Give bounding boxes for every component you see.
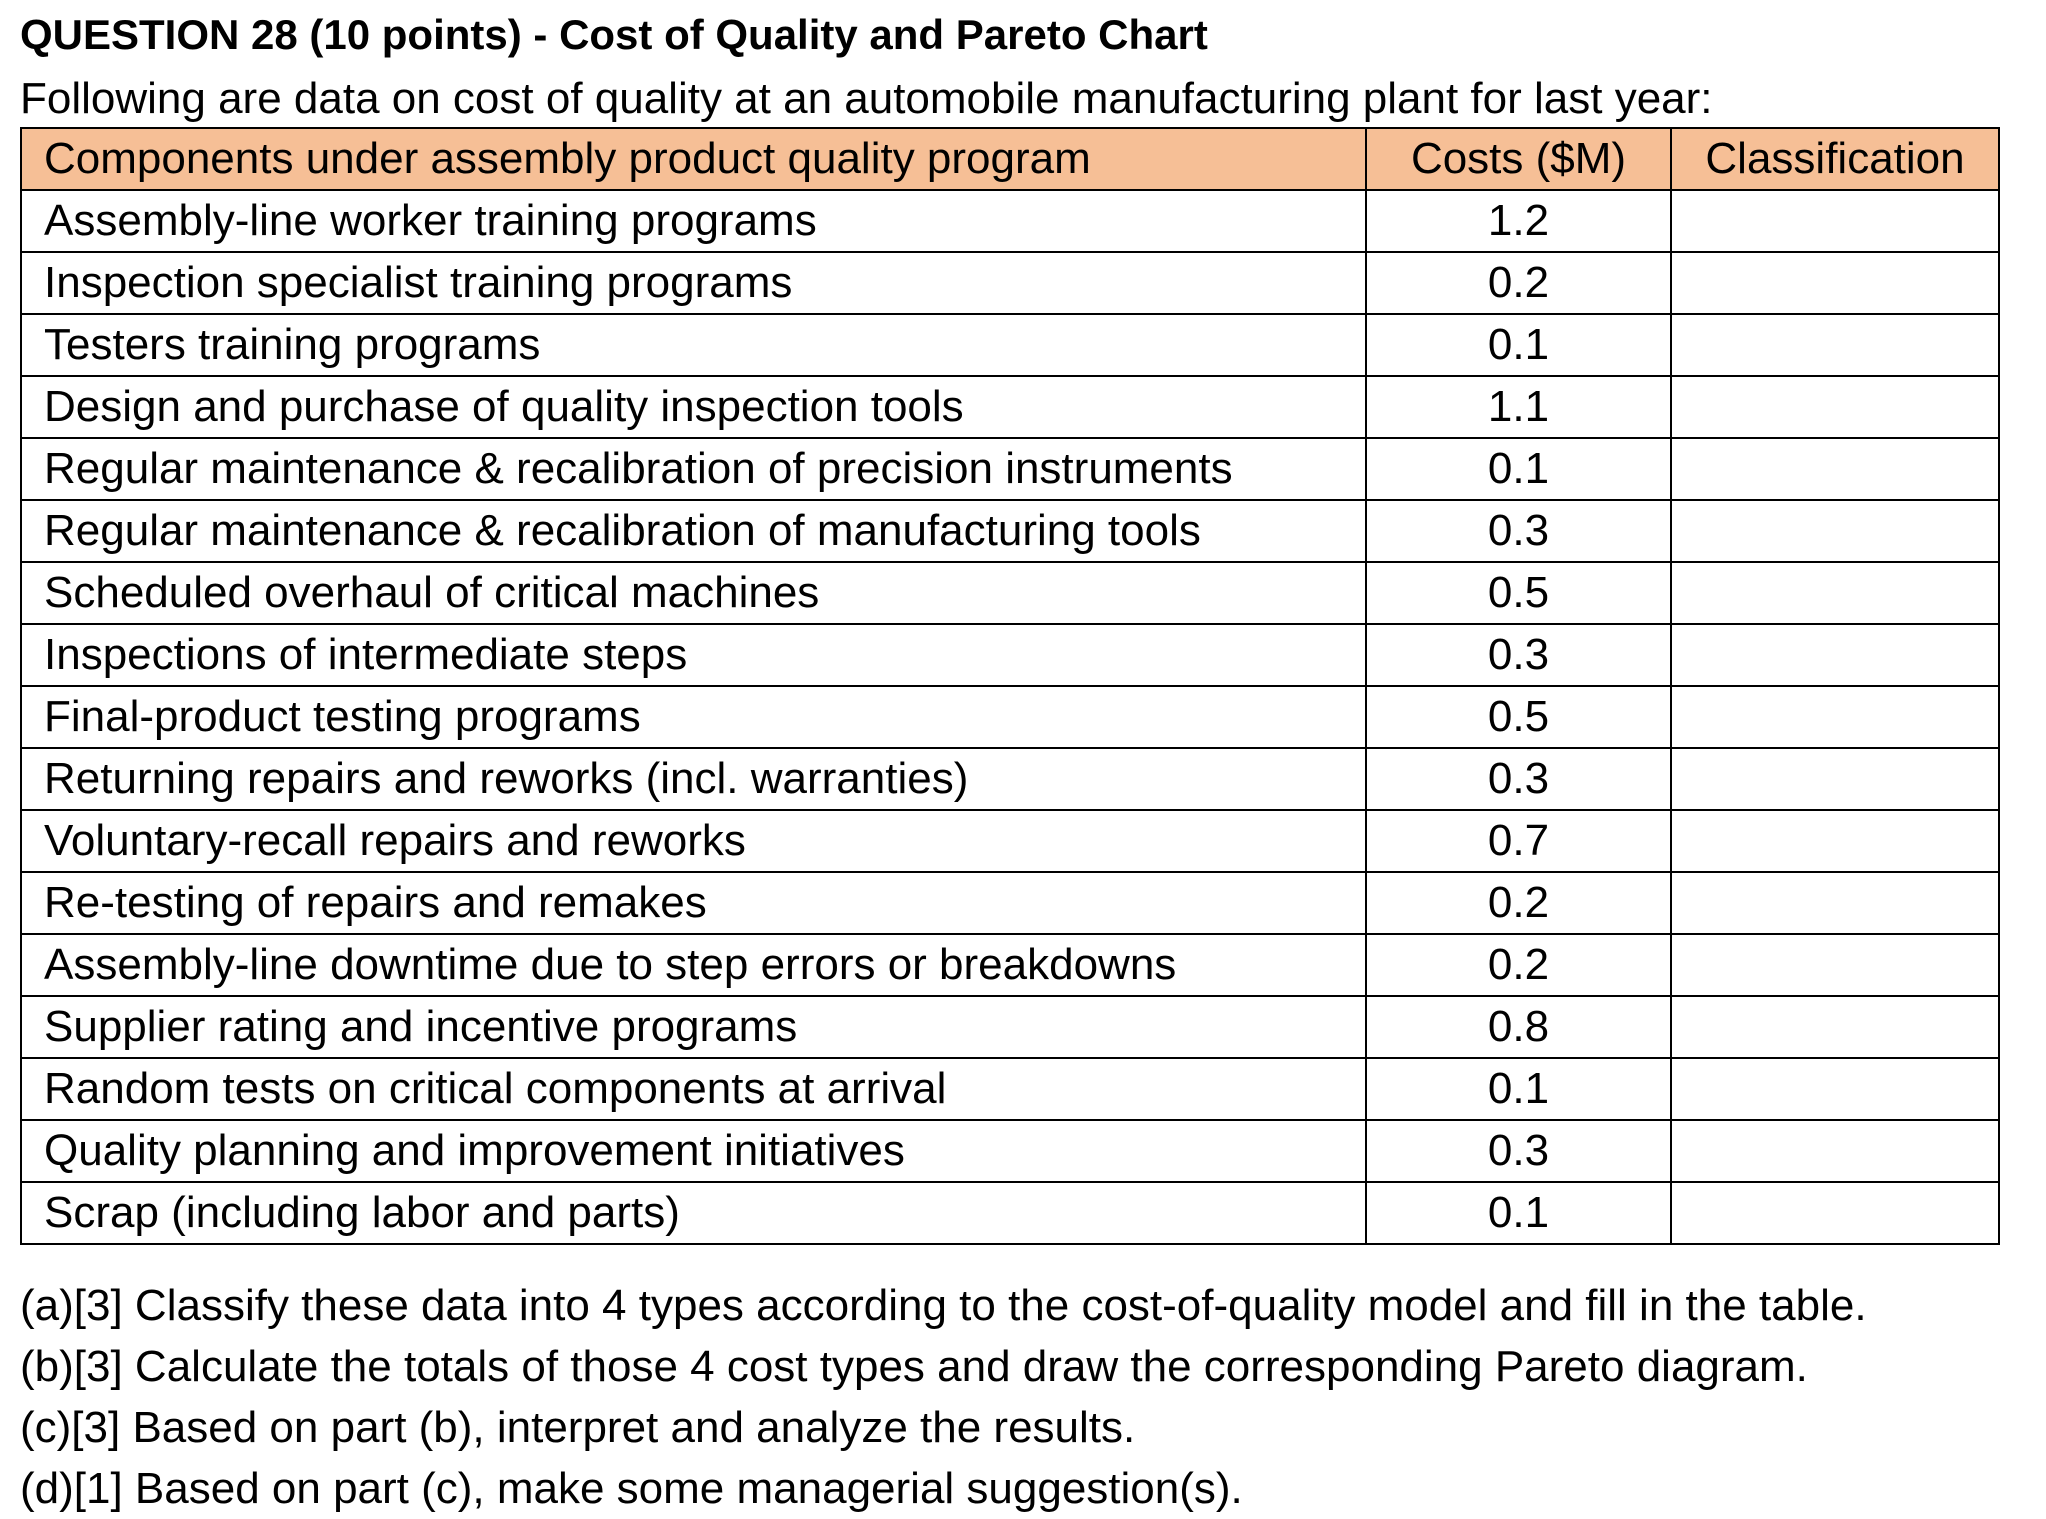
cost-cell: 0.2: [1365, 871, 1672, 935]
component-cell: Assembly-line worker training programs: [20, 189, 1367, 253]
cost-cell: 0.3: [1365, 623, 1672, 687]
component-cell: Quality planning and improvement initiat…: [20, 1119, 1367, 1183]
cost-cell: 0.5: [1365, 685, 1672, 749]
intro-text: Following are data on cost of quality at…: [20, 74, 1713, 123]
classification-cell[interactable]: [1670, 313, 2000, 377]
table-row: Quality planning and improvement initiat…: [20, 1119, 2000, 1183]
cost-cell: 0.1: [1365, 1181, 1672, 1245]
component-cell: Returning repairs and reworks (incl. war…: [20, 747, 1367, 811]
header-costs: Costs ($M): [1365, 127, 1672, 191]
table-row: Design and purchase of quality inspectio…: [20, 375, 2000, 439]
table-row: Assembly-line downtime due to step error…: [20, 933, 2000, 997]
classification-cell[interactable]: [1670, 1181, 2000, 1245]
classification-cell[interactable]: [1670, 561, 2000, 625]
classification-cell[interactable]: [1670, 437, 2000, 501]
classification-cell[interactable]: [1670, 933, 2000, 997]
classification-cell[interactable]: [1670, 1057, 2000, 1121]
question-part-c: (c)[3] Based on part (b), interpret and …: [20, 1403, 1136, 1452]
component-cell: Voluntary-recall repairs and reworks: [20, 809, 1367, 873]
classification-cell[interactable]: [1670, 685, 2000, 749]
header-components: Components under assembly product qualit…: [20, 127, 1367, 191]
table-row: Regular maintenance & recalibration of p…: [20, 437, 2000, 501]
component-cell: Assembly-line downtime due to step error…: [20, 933, 1367, 997]
question-part-b: (b)[3] Calculate the totals of those 4 c…: [20, 1342, 1808, 1391]
classification-cell[interactable]: [1670, 623, 2000, 687]
table-row: Re-testing of repairs and remakes 0.2: [20, 871, 2000, 935]
question-title: QUESTION 28 (10 points) - Cost of Qualit…: [20, 11, 1208, 58]
table-row: Scheduled overhaul of critical machines 0…: [20, 561, 2000, 625]
component-cell: Inspections of intermediate steps: [20, 623, 1367, 687]
question-parts: (a)[3] Classify these data into 4 types …: [20, 1275, 1867, 1519]
component-cell: Re-testing of repairs and remakes: [20, 871, 1367, 935]
table-row: Voluntary-recall repairs and reworks 0.7: [20, 809, 2000, 873]
cost-cell: 0.5: [1365, 561, 1672, 625]
header-classification: Classification: [1670, 127, 2000, 191]
classification-cell[interactable]: [1670, 809, 2000, 873]
table-header-row: Components under assembly product qualit…: [20, 127, 2000, 191]
cost-cell: 0.3: [1365, 1119, 1672, 1183]
cost-cell: 0.8: [1365, 995, 1672, 1059]
table-row: Scrap (including labor and parts) 0.1: [20, 1181, 2000, 1245]
component-cell: Supplier rating and incentive programs: [20, 995, 1367, 1059]
table-row: Final-product testing programs 0.5: [20, 685, 2000, 749]
table-row: Testers training programs 0.1: [20, 313, 2000, 377]
cost-cell: 1.1: [1365, 375, 1672, 439]
component-cell: Design and purchase of quality inspectio…: [20, 375, 1367, 439]
component-cell: Random tests on critical components at a…: [20, 1057, 1367, 1121]
cost-cell: 0.2: [1365, 933, 1672, 997]
question-part-d: (d)[1] Based on part (c), make some mana…: [20, 1464, 1243, 1513]
cost-cell: 0.2: [1365, 251, 1672, 315]
component-cell: Scrap (including labor and parts): [20, 1181, 1367, 1245]
classification-cell[interactable]: [1670, 375, 2000, 439]
cost-cell: 0.3: [1365, 747, 1672, 811]
component-cell: Scheduled overhaul of critical machines: [20, 561, 1367, 625]
component-cell: Final-product testing programs: [20, 685, 1367, 749]
table-row: Inspection specialist training programs 0…: [20, 251, 2000, 315]
cost-cell: 0.1: [1365, 1057, 1672, 1121]
cost-cell: 1.2: [1365, 189, 1672, 253]
table-row: Regular maintenance & recalibration of m…: [20, 499, 2000, 563]
classification-cell[interactable]: [1670, 995, 2000, 1059]
cost-cell: 0.3: [1365, 499, 1672, 563]
classification-cell[interactable]: [1670, 499, 2000, 563]
table-row: Random tests on critical components at a…: [20, 1057, 2000, 1121]
classification-cell[interactable]: [1670, 251, 2000, 315]
classification-cell[interactable]: [1670, 1119, 2000, 1183]
cost-of-quality-table: Components under assembly product qualit…: [20, 127, 2000, 1245]
question-part-a: (a)[3] Classify these data into 4 types …: [20, 1281, 1867, 1330]
component-cell: Regular maintenance & recalibration of m…: [20, 499, 1367, 563]
table-row: Inspections of intermediate steps 0.3: [20, 623, 2000, 687]
component-cell: Testers training programs: [20, 313, 1367, 377]
component-cell: Regular maintenance & recalibration of p…: [20, 437, 1367, 501]
table-row: Returning repairs and reworks (incl. war…: [20, 747, 2000, 811]
table-row: Supplier rating and incentive programs 0.…: [20, 995, 2000, 1059]
classification-cell[interactable]: [1670, 747, 2000, 811]
cost-cell: 0.7: [1365, 809, 1672, 873]
component-cell: Inspection specialist training programs: [20, 251, 1367, 315]
classification-cell[interactable]: [1670, 871, 2000, 935]
classification-cell[interactable]: [1670, 189, 2000, 253]
cost-cell: 0.1: [1365, 313, 1672, 377]
table-row: Assembly-line worker training programs 1.…: [20, 189, 2000, 253]
cost-cell: 0.1: [1365, 437, 1672, 501]
